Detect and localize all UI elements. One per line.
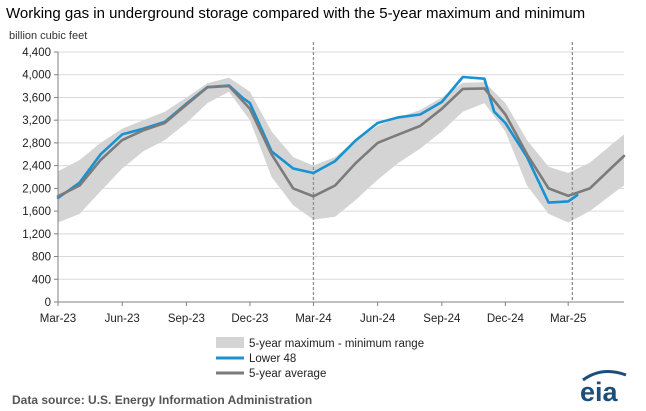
legend: 5-year maximum - minimum range Lower 48 … [216,337,424,380]
axes [54,51,624,306]
x-tick-label: Sep-23 [168,313,205,325]
eia-logo-text: eia [580,377,619,407]
legend-label-range: 5-year maximum - minimum range [249,338,424,350]
eia-logo: eia [580,369,627,407]
y-tick-label: 2,800 [22,138,51,150]
x-tick-label: Dec-23 [231,313,268,325]
x-tick-labels: Mar-23 Jun-23 Sep-23 Dec-23 Mar-24 Jun-24 Sep-… [40,313,587,325]
x-tick-label: Mar-25 [550,313,586,325]
y-tick-label: 4,000 [22,70,51,82]
x-tick-label: Mar-24 [295,313,332,325]
series-line-lower48 [56,75,579,204]
y-tick-label: 3,600 [22,92,51,104]
legend-label-lower48: Lower 48 [249,353,296,365]
legend-label-average: 5-year average [249,368,326,380]
x-tick-label: Sep-24 [423,313,461,325]
series-line-average [56,84,626,198]
y-tick-label: 1,600 [22,206,51,218]
y-tick-label: 3,200 [22,115,51,127]
y-tick-label: 4,400 [22,47,51,59]
x-tick-label: Mar-23 [40,313,76,325]
y-tick-label: 0 [45,297,51,309]
y-tick-label: 1,200 [22,229,51,241]
y-tick-label: 800 [32,252,51,264]
x-tick-label: Dec-24 [487,313,525,325]
range-band-layer [58,77,624,223]
legend-swatch-range [216,337,244,348]
chart-title: Working gas in underground storage compa… [6,5,585,22]
eia-logo-arc [582,369,627,382]
x-tick-label: Jun-23 [105,313,140,325]
y-unit-label: billion cubic feet [9,30,87,42]
y-tick-label: 2,000 [22,183,51,195]
series-lines [56,75,626,204]
y-tick-label: 2,400 [22,161,51,173]
y-tick-labels: 0 400 800 1,200 1,600 2,000 2,400 2,800 3,200 3,6… [22,47,51,309]
x-tick-label: Jun-24 [360,313,396,325]
y-tick-label: 400 [32,274,51,286]
data-source-note: Data source: U.S. Energy Information Adm… [12,393,312,407]
range-band [58,77,624,223]
